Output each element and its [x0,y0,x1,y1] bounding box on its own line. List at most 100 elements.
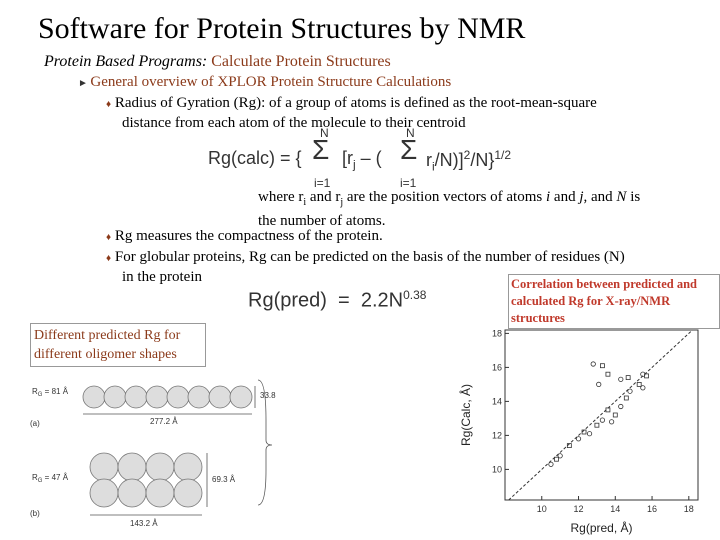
y-tick-label: 12 [492,430,502,440]
label: G [38,478,43,484]
subtitle: Protein Based Programs: Calculate Protei… [44,53,391,71]
y-tick-label: 10 [492,464,502,474]
formula-text: j [353,157,356,172]
y-tick-label: 14 [492,396,502,406]
note-text: i [545,189,551,205]
x-tick-label: 18 [684,504,694,514]
point [590,361,596,367]
formula-text: [rj – ( [342,148,382,172]
bullet: ♦ For globular proteins, Rg can be predi… [106,249,625,285]
heading: ► General overview of XPLOR Protein Stru… [78,74,452,90]
heading-text: General overview of XPLOR Protein Struct… [90,74,452,90]
note-text: is [626,189,641,205]
point [625,375,631,381]
x-tick-label: 16 [647,504,657,514]
diagonal [508,329,693,501]
formula-text: N [320,126,329,140]
x-tick-label: 14 [610,504,620,514]
label: = 47 Å [42,473,68,482]
note-text: j [579,189,584,205]
point [618,403,624,410]
formula-text: i [432,159,435,174]
bullet: ♦ Rg measures the compactness of the pro… [106,228,383,244]
dim-label: 33.8 [260,391,276,400]
oligomer-box: Different predicted Rg for different oli… [30,323,206,367]
y-tick-label: 18 [492,328,502,338]
point [548,461,554,467]
plot-frame [504,329,699,501]
note-text: N [616,189,627,205]
point [623,395,629,401]
formula-text: r [426,150,432,170]
label: R [32,473,38,482]
rg-label: RG = 47 Å [32,473,69,484]
formula-text: 0.38 [403,288,427,302]
y-axis-label: Rg(Calc, Å) [458,384,473,446]
dim-label: 143.2 Å [130,519,158,528]
formula-text: Rg(calc) = { [208,148,302,168]
formula-text: Rg(pred) [248,289,327,312]
formula-calc: Rg(calc) = { Σ N i=1 [rj – ( Σ N i=1 ri/… [208,126,512,190]
title: Software for Protein Structures by NMR [38,12,526,45]
formula-pred: Rg(pred) = 2.2N0.38 [248,288,426,313]
point [566,443,572,449]
note-text: , and [583,189,617,205]
correlation-box: Correlation between predicted and calcul… [508,274,720,329]
point [640,371,646,377]
formula-text: = [338,289,350,312]
formula-text: [r [342,148,353,168]
point [605,407,611,413]
note-text: are the position vectors of atoms [343,189,546,205]
bullet-text: in the protein [122,269,202,285]
bullet-text: distance from each atom of the molecule … [122,115,466,131]
formula-text: – ( [355,148,382,168]
label: = 81 Å [42,387,68,396]
where-note: where ri and rj are the position vectors… [258,188,640,230]
point [575,436,582,442]
label: R [32,387,38,396]
formula-text: 2.2N [360,289,404,312]
point [586,431,593,437]
formula-text: N [406,126,415,140]
point [594,422,600,428]
formula-text: /N} [470,150,495,170]
point [618,376,624,382]
formula-text: 2 [463,148,471,162]
tag: (a) [30,419,40,428]
formula-text: i=1 [400,176,417,190]
point [627,388,633,394]
y-tick-label: 16 [492,362,502,372]
x-tick-label: 10 [537,504,547,514]
formula-text: 1/2 [494,148,512,162]
point [605,371,611,377]
rg-label: RG = 81 Å [32,387,69,398]
point [599,417,606,423]
note-text: i [303,197,307,208]
point [596,381,602,387]
tag: (b) [30,509,40,518]
point [557,453,563,459]
subtitle-text: Calculate Protein Structures [207,53,391,70]
point [600,363,605,369]
note-text: and [550,189,580,205]
point [554,456,559,462]
point [636,381,642,387]
formula-text: ri/N)]2/N}1/2 [426,148,511,174]
dim-label: 69.3 Å [212,475,236,484]
note-text: where r [258,189,304,205]
subtitle-label: Protein Based Programs: [44,53,208,70]
note-text: the number of atoms. [258,213,386,229]
note-text: j [340,197,344,208]
point [609,419,615,425]
x-axis-label: Rg(pred, Å) [570,520,632,535]
point [640,385,646,391]
label: G [38,392,43,398]
bullet-text: Radius of Gyration (Rg): of a group of a… [114,95,597,111]
bullet-text: For globular proteins, Rg can be predict… [114,249,625,265]
note-text: and r [306,189,341,205]
formula-text: /N)] [434,150,464,170]
bullet-text: Rg measures the compactness of the prote… [114,228,383,244]
x-tick-label: 12 [574,504,584,514]
